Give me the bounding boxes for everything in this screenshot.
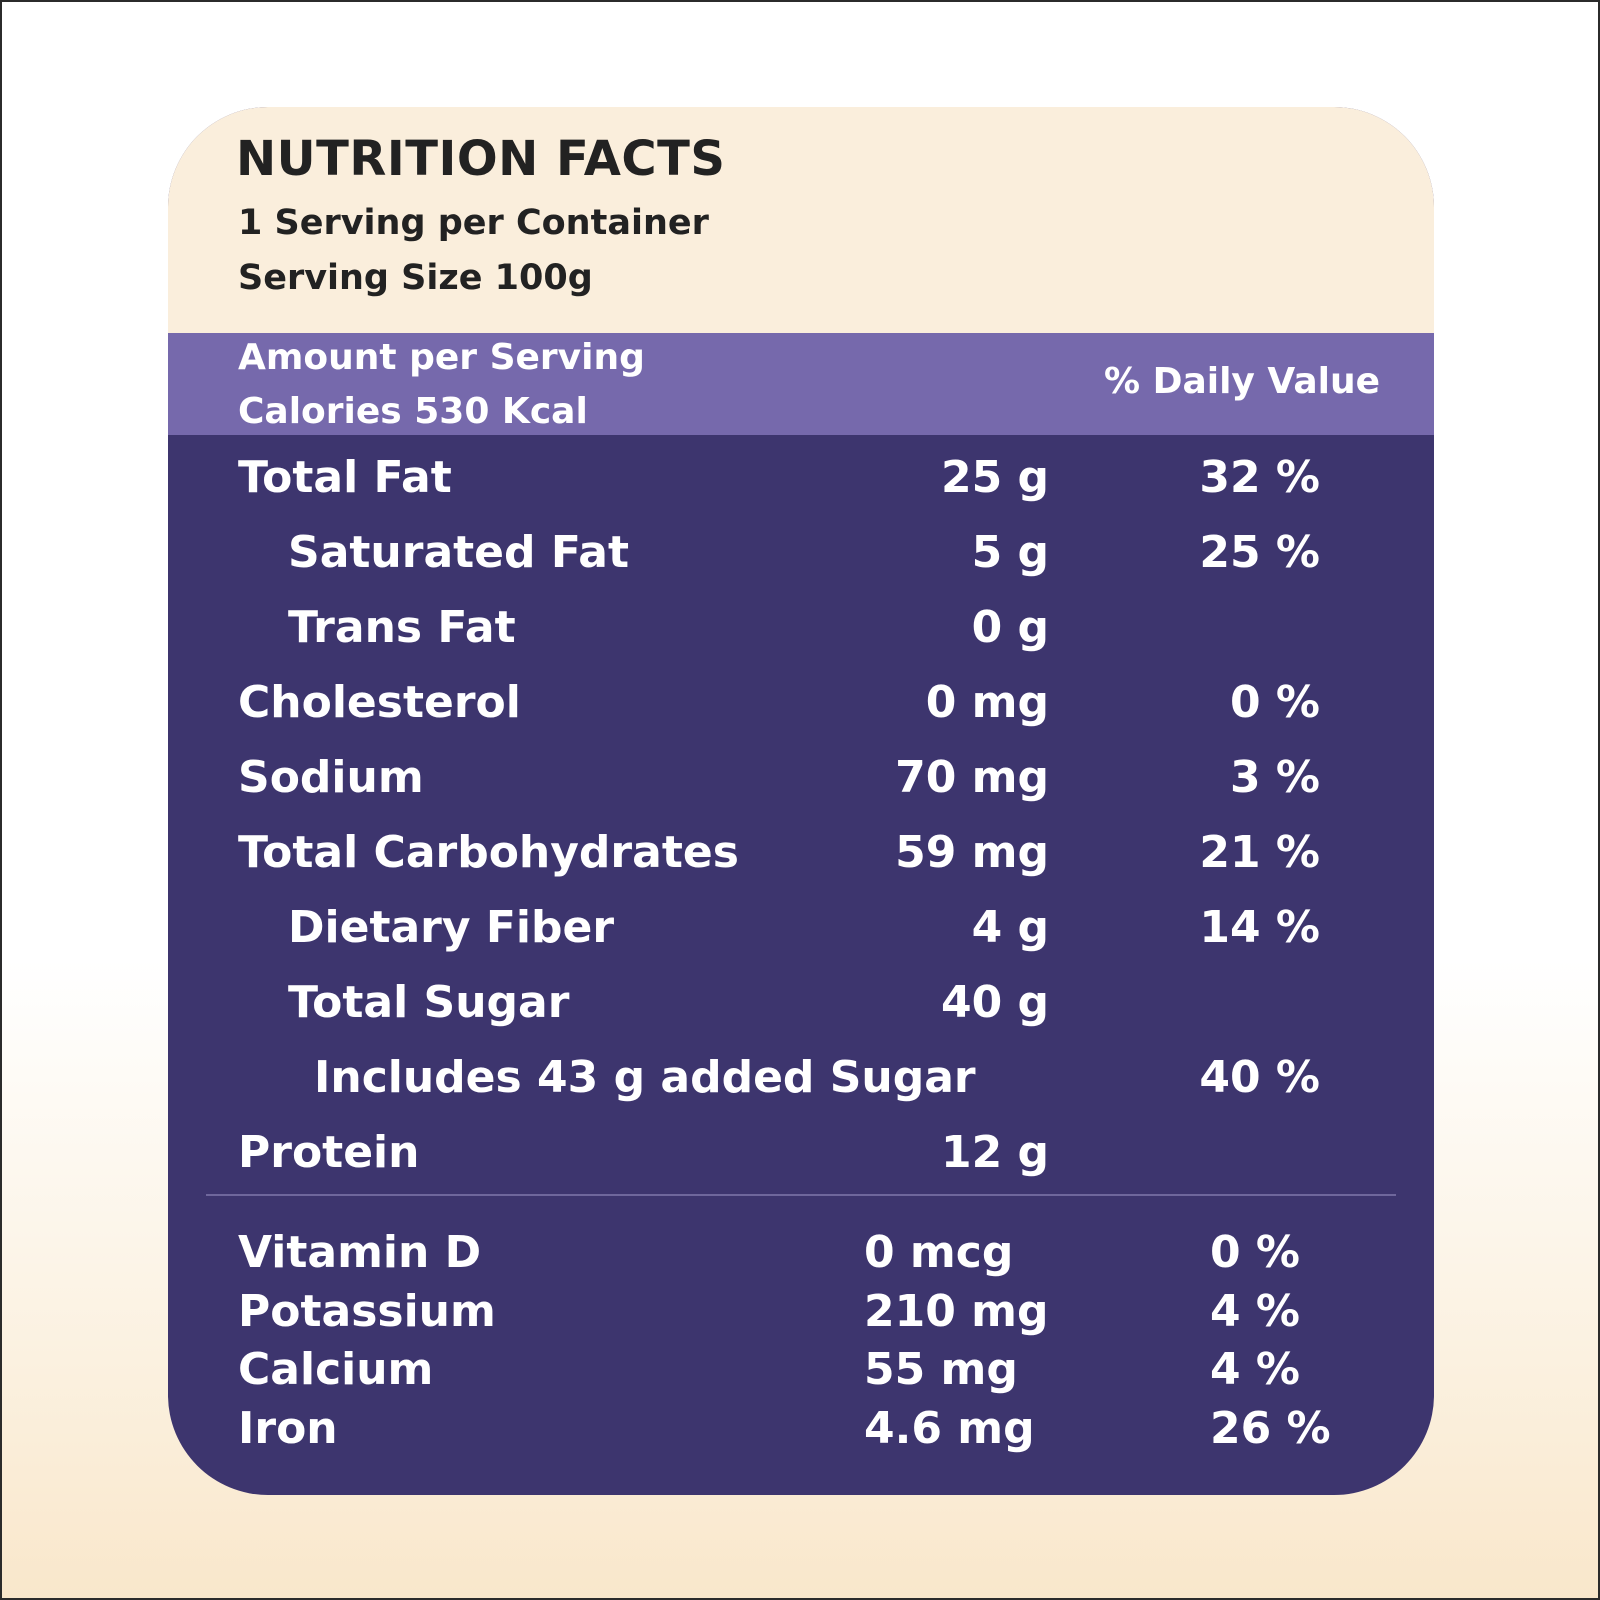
vitamin-mineral-list: Vitamin D 0 mcg 0 % Potassium 210 mg 4 %…: [168, 1227, 1434, 1461]
vitamin-daily-value: 26 %: [1210, 1402, 1331, 1454]
nutrient-amount: 0 g: [971, 602, 1049, 653]
vitamin-amount: 0 mcg: [864, 1227, 1014, 1278]
label-title: NUTRITION FACTS: [236, 131, 726, 187]
nutrient-daily-value: 32 %: [1199, 452, 1320, 503]
vitamin-row-calcium: Calcium 55 mg 4 %: [168, 1344, 1434, 1403]
nutrient-daily-value: 3 %: [1229, 752, 1320, 803]
nutrient-row-total-carbohydrates: Total Carbohydrates 59 mg 21 %: [168, 827, 1434, 902]
nutrient-row-total-sugar: Total Sugar 40 g: [168, 977, 1434, 1052]
nutrient-daily-value: 14 %: [1199, 902, 1320, 953]
nutrient-row-cholesterol: Cholesterol 0 mg 0 %: [168, 677, 1434, 752]
amount-per-serving-label: Amount per Serving: [238, 337, 645, 378]
nutrient-amount: 12 g: [940, 1127, 1049, 1178]
nutrient-name: Protein: [238, 1127, 420, 1178]
vitamin-amount: 210 mg: [864, 1285, 1049, 1337]
calories-line: Calories 530 Kcal: [238, 391, 588, 432]
vitamin-amount: 4.6 mg: [864, 1402, 1035, 1454]
nutrient-amount: 0 mg: [925, 677, 1049, 728]
vitamin-name: Calcium: [238, 1344, 434, 1395]
nutrient-daily-value: 40 %: [1199, 1052, 1320, 1103]
nutrient-amount: 5 g: [971, 527, 1049, 578]
nutrient-name: Trans Fat: [288, 602, 516, 653]
vitamin-row-vitamin-d: Vitamin D 0 mcg 0 %: [168, 1227, 1434, 1286]
nutrient-name: Sodium: [238, 752, 424, 803]
vitamin-daily-value: 4 %: [1210, 1285, 1301, 1337]
label-header: NUTRITION FACTS 1 Serving per Container …: [168, 107, 1434, 333]
section-divider: [206, 1194, 1396, 1196]
nutrient-amount: 4 g: [971, 902, 1049, 953]
nutrient-row-added-sugar: Includes 43 g added Sugar 40 %: [168, 1052, 1434, 1127]
nutrient-name: Saturated Fat: [288, 527, 630, 578]
nutrient-name: Total Carbohydrates: [238, 827, 739, 878]
nutrient-row-total-fat: Total Fat 25 g 32 %: [168, 452, 1434, 527]
nutrient-daily-value: 25 %: [1199, 527, 1320, 578]
nutrient-daily-value: 0 %: [1229, 677, 1320, 728]
nutrient-list: Total Fat 25 g 32 % Saturated Fat 5 g 25…: [168, 452, 1434, 1202]
vitamin-amount: 55 mg: [864, 1344, 1018, 1395]
vitamin-row-potassium: Potassium 210 mg 4 %: [168, 1286, 1434, 1345]
nutrition-facts-card: NUTRITION FACTS 1 Serving per Container …: [168, 107, 1434, 1495]
nutrient-name: Includes 43 g added Sugar: [314, 1052, 976, 1103]
daily-value-header: % Daily Value: [1103, 361, 1380, 402]
nutrient-row-saturated-fat: Saturated Fat 5 g 25 %: [168, 527, 1434, 602]
nutrient-amount: 25 g: [940, 452, 1049, 503]
vitamin-daily-value: 0 %: [1210, 1227, 1301, 1278]
nutrient-row-sodium: Sodium 70 mg 3 %: [168, 752, 1434, 827]
nutrient-amount: 59 mg: [895, 827, 1049, 878]
nutrient-name: Cholesterol: [238, 677, 521, 728]
nutrient-row-trans-fat: Trans Fat 0 g: [168, 602, 1434, 677]
nutrient-amount: 40 g: [940, 977, 1049, 1028]
nutrient-row-protein: Protein 12 g: [168, 1127, 1434, 1202]
vitamin-name: Potassium: [238, 1285, 496, 1337]
nutrient-name: Total Fat: [238, 452, 452, 503]
nutrient-name: Total Sugar: [288, 977, 570, 1028]
nutrient-row-dietary-fiber: Dietary Fiber 4 g 14 %: [168, 902, 1434, 977]
vitamin-name: Iron: [238, 1402, 338, 1454]
amount-band: Amount per Serving Calories 530 Kcal % D…: [168, 333, 1434, 435]
nutrient-name: Dietary Fiber: [288, 902, 615, 953]
vitamin-daily-value: 4 %: [1210, 1344, 1301, 1395]
vitamin-row-iron: Iron 4.6 mg 26 %: [168, 1403, 1434, 1462]
servings-per-container: 1 Serving per Container: [238, 203, 709, 243]
serving-size: Serving Size 100g: [238, 258, 593, 298]
nutrient-daily-value: 21 %: [1199, 827, 1320, 878]
nutrient-amount: 70 mg: [895, 752, 1049, 803]
vitamin-name: Vitamin D: [238, 1227, 482, 1278]
